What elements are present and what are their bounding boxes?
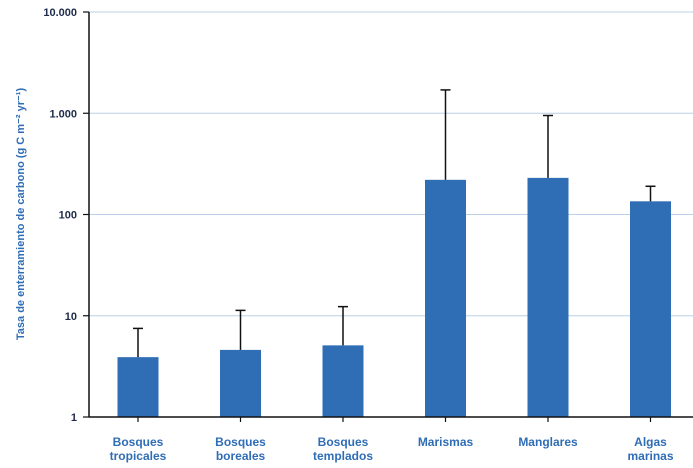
x-category-label: Bosques tropicales: [110, 435, 167, 463]
bar: [630, 201, 671, 417]
x-category-labels: Bosques tropicales Bosques boreales Bosques t…: [110, 417, 674, 463]
x-category-label: Manglares: [518, 435, 578, 449]
bars-group: [117, 177, 671, 417]
bar: [117, 357, 159, 417]
x-category-label: Bosques templados: [313, 435, 373, 463]
y-tick-label: 10.000: [43, 7, 77, 19]
y-tick-label: 10: [65, 311, 77, 323]
bar: [527, 177, 569, 417]
y-tick-labels: 1 10 100 1.000 10.000: [43, 7, 89, 424]
y-tick-label: 1: [71, 412, 77, 424]
x-category-label: Bosques boreales: [215, 435, 266, 463]
x-category-label: Marismas: [418, 435, 474, 449]
bar: [322, 345, 364, 417]
y-tick-label: 1.000: [49, 108, 77, 120]
bar: [425, 179, 466, 417]
y-tick-label: 100: [59, 210, 77, 222]
bar: [220, 349, 261, 417]
error-bars-group: [133, 89, 656, 358]
grid-lines: [89, 11, 693, 317]
x-category-label: Algas marinas: [627, 435, 673, 463]
y-axis-label: Tasa de enterramiento de carbono (g C m⁻…: [15, 88, 27, 341]
